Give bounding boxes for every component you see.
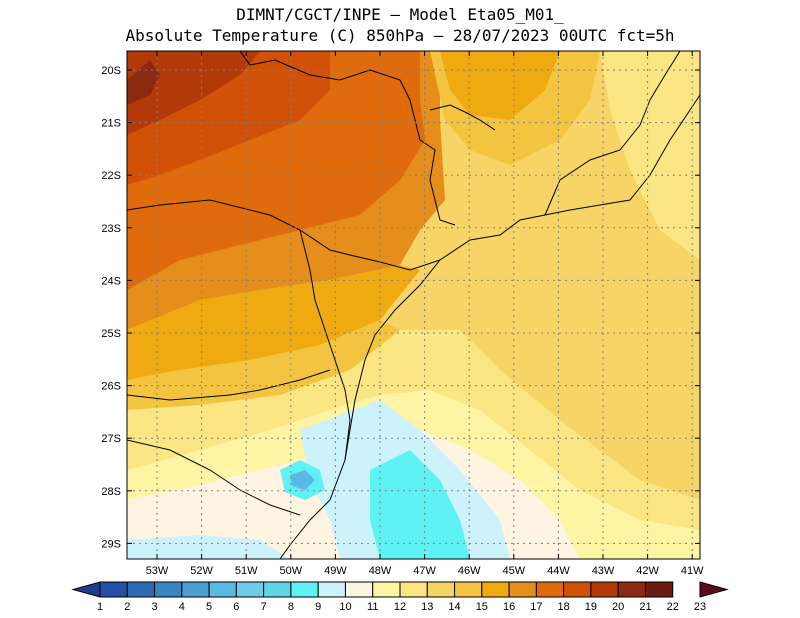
colorbar-label: 23 (694, 601, 706, 613)
longitude-label: 45W (502, 565, 525, 577)
latitude-label: 23S (101, 223, 121, 235)
longitude-label: 47W (413, 565, 436, 577)
colorbar-label: 14 (448, 601, 460, 613)
colorbar-segment (617, 581, 646, 598)
longitude-label: 43W (592, 565, 615, 577)
colorbar-label: 6 (233, 601, 239, 613)
colorbar-segment (426, 581, 456, 598)
colorbar-label: 20 (612, 601, 624, 613)
colorbar-label: 12 (394, 601, 406, 613)
colorbar-segment (508, 581, 537, 598)
colorbar-segment (399, 581, 428, 598)
colorbar-label: 19 (585, 601, 597, 613)
latitude-label: 22S (101, 170, 121, 182)
colorbar-segment (590, 581, 619, 598)
coastline-borders (127, 51, 700, 559)
colorbar-segment (126, 581, 156, 598)
colorbar-segment (454, 581, 483, 598)
colorbar-label: 9 (315, 601, 321, 613)
latitude-label: 26S (101, 381, 121, 393)
latitude-label: 28S (101, 486, 121, 498)
gridlines (127, 51, 700, 559)
longitude-labels: 53W 52W 51W 50W 49W 48W 47W 46W 45W 44W 43W 42W 41W (146, 51, 704, 577)
colorbar-label: 4 (179, 601, 185, 613)
colorbar-segment (235, 581, 265, 598)
latitude-label: 24S (101, 275, 121, 287)
longitude-label: 53W (146, 565, 169, 577)
colorbar-label: 13 (421, 601, 433, 613)
colorbar-arrow-right (699, 581, 729, 598)
colorbar-label: 7 (261, 601, 267, 613)
colorbar-labels: 1 2 3 4 5 6 7 8 9 10 11 12 13 14 15 16 17 18 19 20 21 22 23 (97, 601, 706, 613)
colorbar-segment (263, 581, 292, 598)
colorbar-segment (208, 581, 237, 598)
colorbar-segment (535, 581, 565, 598)
colorbar-segment (99, 581, 128, 598)
longitude-label: 44W (547, 565, 570, 577)
colorbar-segment (344, 581, 374, 598)
colorbar-label: 5 (206, 601, 212, 613)
latitude-labels: 20S 21S 22S 23S 24S 25S 26S 27S 28S 29S (101, 65, 700, 550)
colorbar (71, 581, 729, 598)
colorbar-segment (317, 581, 346, 598)
colorbar-label: 18 (558, 601, 570, 613)
colorbar-arrow-left (71, 581, 101, 598)
colorbar-label: 21 (639, 601, 651, 613)
temperature-field (127, 51, 700, 559)
longitude-label: 46W (458, 565, 481, 577)
map-frame (126, 50, 701, 560)
colorbar-segment (372, 581, 401, 598)
chart-title-line2: Absolute Temperature (C) 850hPa – 28/07/… (125, 26, 675, 45)
colorbar-label: 1 (97, 601, 103, 613)
colorbar-label: 15 (476, 601, 488, 613)
latitude-label: 29S (101, 538, 121, 550)
colorbar-segment (563, 581, 592, 598)
colorbar-segment (290, 581, 319, 598)
longitude-label: 49W (324, 565, 347, 577)
colorbar-label: 8 (288, 601, 294, 613)
colorbar-label: 17 (530, 601, 542, 613)
colorbar-segment (644, 581, 674, 598)
chart-title-line1: DIMNT/CGCT/INPE – Model Eta05_M01_ (236, 5, 564, 24)
colorbar-segment (154, 581, 183, 598)
latitude-label: 27S (101, 433, 121, 445)
colorbar-segment (181, 581, 210, 598)
latitude-label: 25S (101, 328, 121, 340)
longitude-label: 42W (636, 565, 659, 577)
longitude-label: 41W (681, 565, 704, 577)
colorbar-label: 10 (339, 601, 351, 613)
longitude-label: 48W (369, 565, 392, 577)
longitude-label: 51W (235, 565, 258, 577)
latitude-label: 20S (101, 65, 121, 77)
colorbar-label: 2 (124, 601, 130, 613)
colorbar-label: 3 (151, 601, 157, 613)
colorbar-label: 11 (367, 601, 378, 613)
colorbar-segment (481, 581, 510, 598)
colorbar-label: 22 (667, 601, 679, 613)
longitude-label: 50W (279, 565, 302, 577)
colorbar-label: 16 (503, 601, 515, 613)
longitude-label: 52W (190, 565, 213, 577)
latitude-label: 21S (101, 118, 121, 130)
